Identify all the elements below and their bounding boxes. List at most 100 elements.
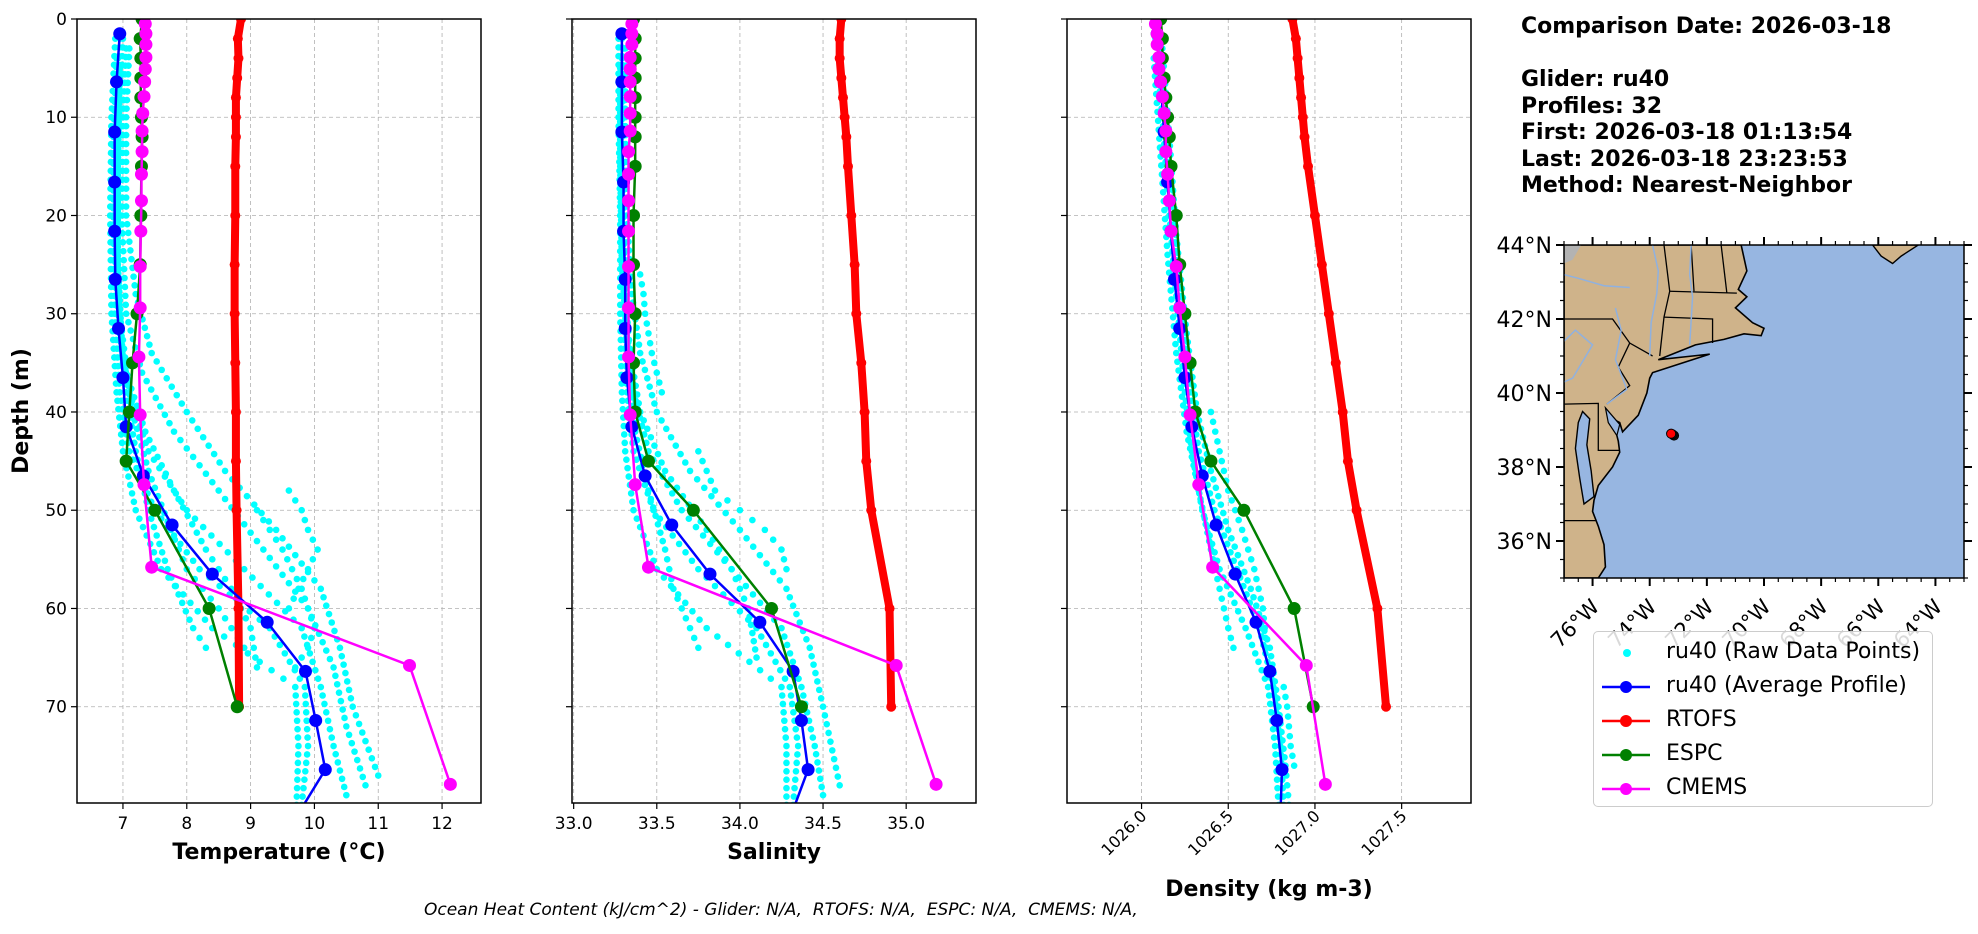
raw-data-point <box>1161 206 1168 214</box>
series-marker-cmems <box>1299 658 1313 672</box>
series-marker-cmems <box>1178 350 1192 364</box>
raw-data-point <box>120 265 128 273</box>
raw-data-point <box>125 318 132 326</box>
raw-data-point <box>653 408 661 416</box>
raw-data-point <box>220 633 228 640</box>
raw-data-point <box>183 549 191 556</box>
raw-data-point <box>279 546 286 553</box>
raw-data-point <box>688 557 696 565</box>
raw-data-point <box>168 383 176 391</box>
raw-data-point <box>1238 616 1246 624</box>
raw-data-point <box>1252 602 1260 609</box>
raw-data-point <box>133 425 141 433</box>
raw-data-point <box>143 377 150 385</box>
raw-data-point <box>700 484 708 492</box>
raw-data-point <box>257 582 264 590</box>
raw-data-point <box>1282 693 1289 701</box>
raw-data-point <box>355 720 363 728</box>
x-tick-label: 8 <box>181 814 192 834</box>
legend-label: RTOFS <box>1666 707 1737 732</box>
series-marker-rtofs <box>836 72 847 83</box>
raw-data-point <box>646 549 654 556</box>
raw-data-point <box>147 386 155 393</box>
raw-data-point <box>294 734 302 741</box>
series-marker-cmems <box>622 301 636 315</box>
raw-data-point <box>362 737 369 745</box>
series-marker-ru40-average-profile <box>703 567 717 581</box>
raw-data-point <box>778 692 786 699</box>
raw-data-point <box>175 591 182 598</box>
raw-data-point <box>345 731 353 739</box>
raw-data-point <box>1185 436 1192 444</box>
series-line-ru40-average-profile <box>1155 33 1284 803</box>
raw-data-point <box>132 506 140 514</box>
series-marker-cmems <box>137 90 151 104</box>
raw-data-point <box>625 473 633 480</box>
raw-data-point <box>794 742 802 750</box>
series-marker-rtofs <box>859 406 870 417</box>
series-marker-cmems <box>134 224 148 238</box>
series-marker-rtofs <box>846 210 857 221</box>
raw-data-point <box>1230 557 1238 565</box>
raw-data-point <box>184 512 191 520</box>
raw-data-point <box>807 725 815 733</box>
series-marker-cmems <box>623 90 637 104</box>
raw-data-point <box>152 394 160 402</box>
raw-data-point <box>265 591 273 598</box>
raw-data-point <box>762 641 770 649</box>
raw-data-point <box>186 616 193 624</box>
raw-data-point <box>1244 546 1252 553</box>
lat-tick-label: 44°N <box>1497 234 1552 259</box>
raw-data-point <box>163 374 171 382</box>
raw-data-point <box>619 397 626 405</box>
raw-data-point <box>643 320 651 327</box>
raw-data-point <box>1164 251 1171 259</box>
raw-data-point <box>648 391 656 399</box>
raw-data-point <box>114 198 122 206</box>
ocean-heat-content-note: Ocean Heat Content (kJ/cm^2) - Glider: N… <box>424 900 1138 920</box>
series-marker-cmems <box>137 478 151 492</box>
raw-data-point <box>208 532 215 539</box>
raw-data-point <box>736 526 744 534</box>
raw-data-point <box>179 504 187 511</box>
raw-data-point <box>756 551 764 559</box>
series-marker-cmems <box>622 224 636 238</box>
raw-data-point <box>696 616 703 624</box>
raw-data-point <box>119 447 127 455</box>
raw-data-point <box>646 383 653 391</box>
raw-data-point <box>123 220 131 228</box>
x-tick-label: 1026.5 <box>1184 806 1237 859</box>
raw-data-point <box>272 526 280 534</box>
raw-data-point <box>627 490 635 497</box>
raw-data-point <box>790 793 798 800</box>
raw-data-point <box>1211 428 1219 435</box>
raw-data-point <box>337 697 345 705</box>
raw-data-point <box>343 678 351 685</box>
glider-position <box>1666 428 1677 439</box>
raw-data-point <box>304 734 311 741</box>
raw-data-point <box>816 775 824 783</box>
x-tick-label: 35.0 <box>887 814 925 834</box>
raw-data-point <box>1215 492 1222 500</box>
raw-data-point <box>122 140 130 148</box>
raw-data-point <box>291 683 299 691</box>
series-marker-cmems <box>622 194 636 208</box>
raw-data-point <box>122 158 130 166</box>
series-marker-ru40-average-profile <box>260 615 274 629</box>
series-marker-ru40-average-profile <box>1263 664 1277 678</box>
raw-data-point <box>139 523 147 531</box>
raw-data-point <box>266 554 274 562</box>
series-marker-cmems <box>889 658 903 672</box>
raw-data-point <box>146 341 153 348</box>
raw-data-point <box>221 467 229 475</box>
raw-data-point <box>645 330 652 337</box>
raw-data-point <box>1234 607 1242 615</box>
series-marker-rtofs <box>839 112 850 123</box>
raw-data-point <box>1235 516 1242 524</box>
raw-data-point <box>819 791 827 799</box>
series-marker-rtofs <box>230 112 241 123</box>
raw-data-point <box>326 655 334 663</box>
raw-data-point <box>798 683 805 691</box>
raw-data-point <box>130 498 138 506</box>
series-marker-rtofs <box>236 19 247 24</box>
